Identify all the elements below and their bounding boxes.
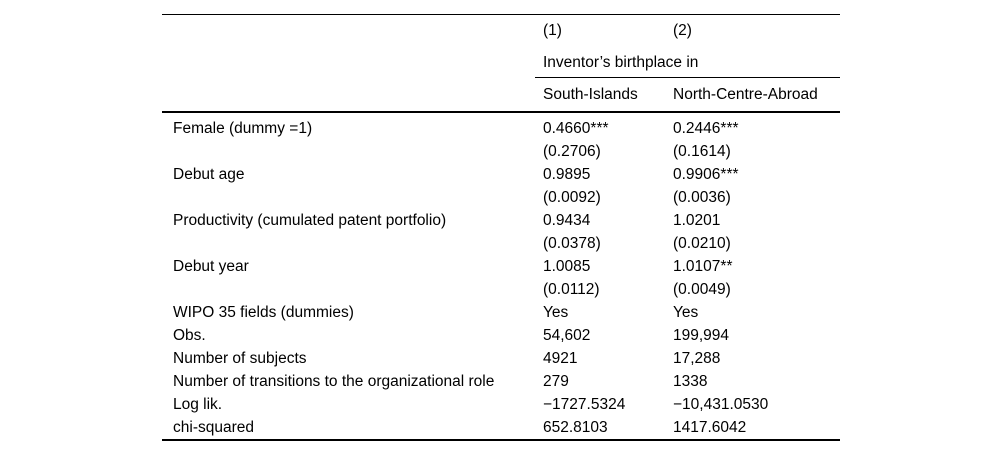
row-value-col2: 1.0201 — [673, 212, 721, 229]
row-value-col1: 0.4660*** — [543, 120, 609, 137]
spanning-header-row: Inventor’s birthplace in — [162, 47, 840, 78]
table-row: Number of transitions to the organizatio… — [162, 370, 840, 393]
row-value-col2: 0.2446*** — [673, 120, 739, 137]
row-value-col2: (0.0049) — [673, 281, 731, 298]
column-header-row: South-Islands North-Centre-Abroad — [162, 78, 840, 111]
row-value-col2: 1.0107** — [673, 258, 733, 275]
row-value-col2: (0.1614) — [673, 143, 731, 160]
table-row: Obs. 54,602 199,994 — [162, 324, 840, 347]
row-value-col1: 54,602 — [543, 327, 591, 344]
row-label: Number of subjects — [173, 350, 307, 367]
row-value-col1: Yes — [543, 304, 569, 321]
row-value-col2: −10,431.0530 — [673, 396, 769, 413]
row-value-col1: (0.2706) — [543, 143, 601, 160]
row-value-col2: (0.0210) — [673, 235, 731, 252]
row-label: WIPO 35 fields (dummies) — [173, 304, 354, 321]
row-label — [162, 140, 535, 163]
row-label: Log lik. — [173, 396, 223, 413]
column-1-header: South-Islands — [543, 86, 638, 103]
table-body: Female (dummy =1) 0.4660*** 0.2446*** (0… — [162, 113, 840, 439]
table-bottom-rule — [162, 439, 840, 441]
regression-table: (1) (2) Inventor’s birthplace in South-I… — [162, 14, 840, 441]
table-header: (1) (2) Inventor’s birthplace in South-I… — [162, 15, 840, 111]
row-value-col1: 4921 — [543, 350, 578, 367]
table-row: chi-squared 652.8103 1417.6042 — [162, 416, 840, 439]
row-label: Female (dummy =1) — [173, 120, 313, 137]
header-separator-rule — [162, 111, 840, 113]
row-label — [162, 232, 535, 255]
table-row: Log lik. −1727.5324 −10,431.0530 — [162, 393, 840, 416]
row-value-col2: 1417.6042 — [673, 419, 747, 436]
row-value-col1: (0.0092) — [543, 189, 601, 206]
table-row: (0.0092) (0.0036) — [162, 186, 840, 209]
spanning-header-underline — [535, 76, 840, 78]
table-row: Debut age 0.9895 0.9906*** — [162, 163, 840, 186]
row-label: Productivity (cumulated patent portfolio… — [173, 212, 447, 229]
table-row: WIPO 35 fields (dummies) Yes Yes — [162, 301, 840, 324]
row-label: Number of transitions to the organizatio… — [173, 373, 495, 390]
row-label: Debut age — [173, 166, 245, 183]
column-1-number: (1) — [543, 22, 562, 39]
row-value-col2: 0.9906*** — [673, 166, 739, 183]
row-label: Obs. — [173, 327, 206, 344]
column-2-number: (2) — [673, 22, 692, 39]
row-value-col1: 279 — [543, 373, 569, 390]
table-row: (0.0112) (0.0049) — [162, 278, 840, 301]
row-value-col2: (0.0036) — [673, 189, 731, 206]
row-value-col1: −1727.5324 — [543, 396, 626, 413]
row-value-col1: 0.9895 — [543, 166, 591, 183]
row-value-col2: 199,994 — [673, 327, 730, 344]
table-row: Number of subjects 4921 17,288 — [162, 347, 840, 370]
table-row: (0.0378) (0.0210) — [162, 232, 840, 255]
row-value-col2: Yes — [673, 304, 699, 321]
spanning-header: Inventor’s birthplace in — [543, 54, 699, 71]
row-label — [162, 278, 535, 301]
model-number-row: (1) (2) — [162, 15, 840, 47]
row-value-col1: 0.9434 — [543, 212, 591, 229]
row-value-col1: 652.8103 — [543, 419, 608, 436]
column-2-header: North-Centre-Abroad — [673, 86, 818, 103]
table-row: Productivity (cumulated patent portfolio… — [162, 209, 840, 232]
row-label: Debut year — [173, 258, 249, 275]
header-label-spacer — [162, 47, 535, 78]
row-value-col1: (0.0112) — [543, 281, 600, 298]
row-label: chi-squared — [173, 419, 254, 436]
row-value-col2: 1338 — [673, 373, 708, 390]
table-row: Debut year 1.0085 1.0107** — [162, 255, 840, 278]
row-label — [162, 186, 535, 209]
row-value-col1: (0.0378) — [543, 235, 601, 252]
row-value-col2: 17,288 — [673, 350, 721, 367]
table-row: Female (dummy =1) 0.4660*** 0.2446*** — [162, 117, 840, 140]
table-row: (0.2706) (0.1614) — [162, 140, 840, 163]
header-label-spacer — [162, 15, 535, 47]
table-top-rule — [162, 14, 840, 15]
header-label-spacer — [162, 78, 535, 111]
row-value-col1: 1.0085 — [543, 258, 591, 275]
